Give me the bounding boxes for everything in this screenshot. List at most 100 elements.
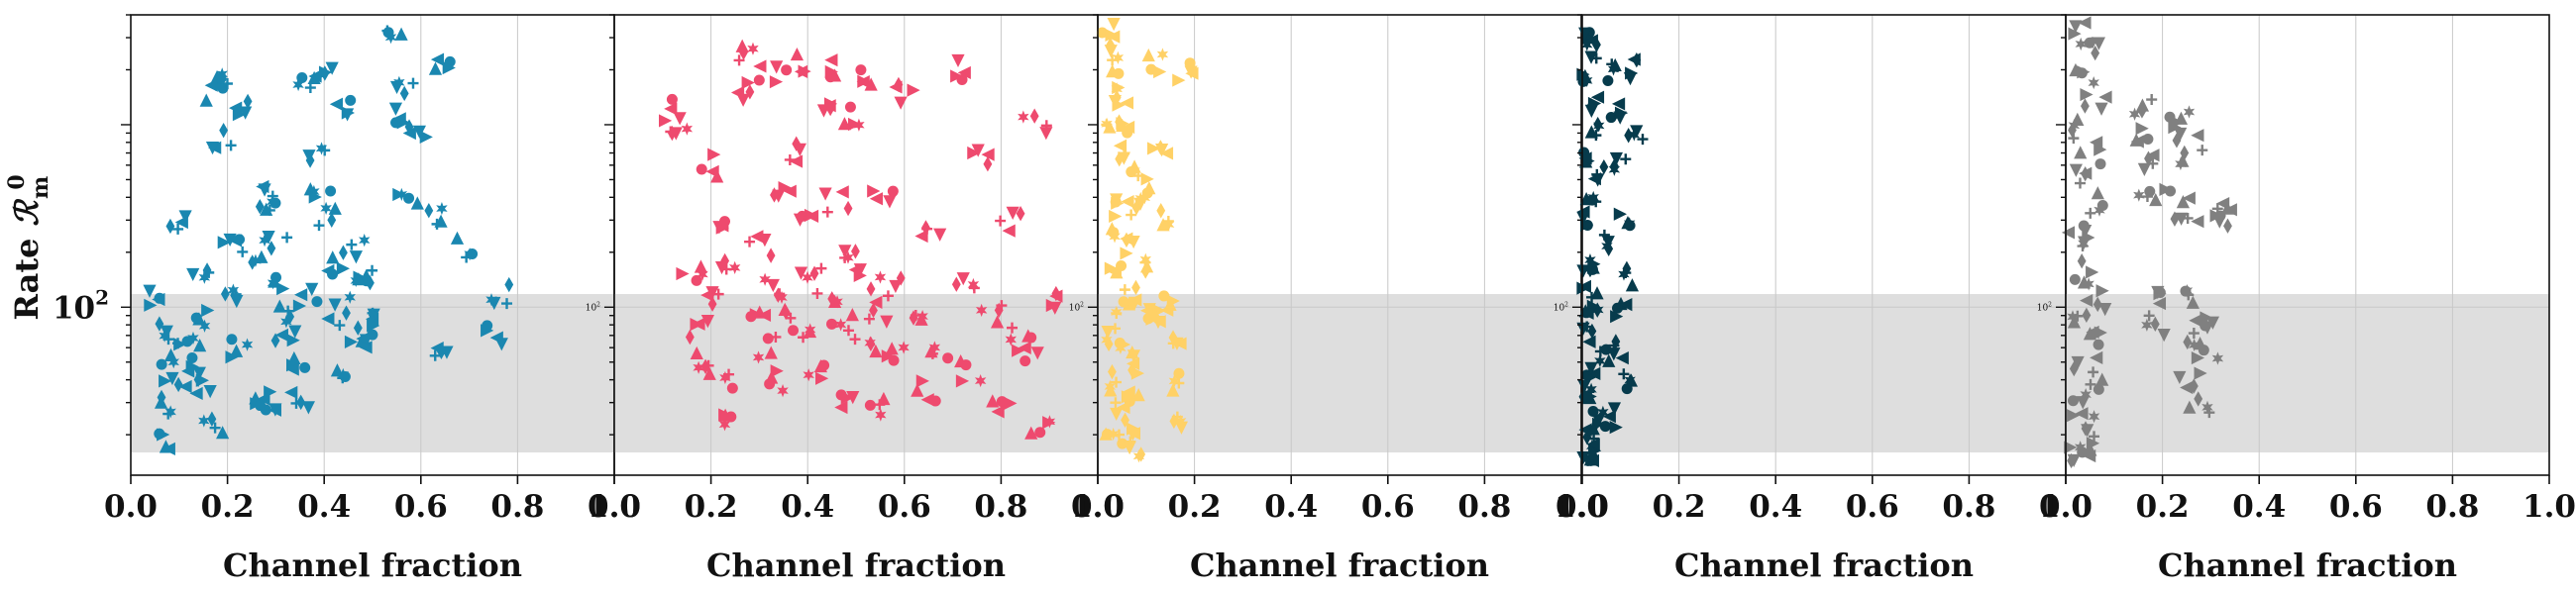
data-point xyxy=(759,272,771,286)
data-point xyxy=(1632,51,1642,68)
data-point xyxy=(2080,87,2093,102)
data-point xyxy=(2095,372,2109,386)
data-point xyxy=(2087,37,2098,49)
data-point xyxy=(1601,240,1613,253)
data-point xyxy=(1576,211,1590,226)
data-point xyxy=(789,154,804,168)
data-point xyxy=(694,259,708,273)
data-point xyxy=(229,344,244,357)
data-point xyxy=(467,248,479,259)
data-point xyxy=(811,287,823,299)
data-point xyxy=(869,344,883,358)
data-point xyxy=(1160,303,1174,317)
data-point xyxy=(181,364,195,378)
data-point xyxy=(481,324,494,338)
data-point xyxy=(305,152,315,168)
data-point xyxy=(882,290,894,302)
data-point xyxy=(956,272,970,286)
data-point xyxy=(2068,27,2082,41)
data-point xyxy=(1594,353,1606,368)
data-point xyxy=(769,75,784,89)
data-point xyxy=(735,39,749,52)
data-point xyxy=(1584,125,1598,139)
data-point xyxy=(1118,296,1129,308)
data-point xyxy=(274,328,288,343)
data-point xyxy=(1173,367,1185,379)
data-point xyxy=(181,336,193,347)
data-point xyxy=(802,270,813,284)
data-point xyxy=(328,201,342,215)
data-point xyxy=(296,71,308,83)
data-point xyxy=(172,338,184,349)
data-point xyxy=(178,210,192,224)
data-point xyxy=(299,361,311,373)
data-point xyxy=(752,350,765,364)
data-point xyxy=(1168,330,1178,346)
data-point xyxy=(971,144,985,157)
data-point xyxy=(1586,422,1600,436)
data-point xyxy=(2130,135,2144,148)
data-point xyxy=(1625,278,1640,292)
data-point xyxy=(794,266,808,280)
data-point xyxy=(838,245,852,258)
data-point xyxy=(666,93,678,105)
data-point xyxy=(690,346,703,360)
data-point xyxy=(2085,207,2096,219)
data-point xyxy=(960,359,972,371)
data-point xyxy=(770,187,779,203)
data-point xyxy=(846,391,860,405)
data-point xyxy=(339,370,351,382)
data-point xyxy=(2157,329,2171,343)
y-axis-title: Rate ℛm0 xyxy=(4,174,54,320)
data-point xyxy=(284,385,298,400)
x-tick-label: 0.0 xyxy=(2039,489,2093,525)
data-point xyxy=(2223,203,2237,217)
data-point xyxy=(485,293,497,307)
x-tick-label: 0.6 xyxy=(1846,489,1899,525)
data-point xyxy=(975,303,988,317)
data-point xyxy=(776,290,788,305)
data-point xyxy=(352,272,366,286)
data-point xyxy=(1156,218,1170,232)
data-point xyxy=(1127,235,1140,249)
data-point xyxy=(220,286,230,302)
data-point xyxy=(258,183,271,197)
data-point xyxy=(154,395,168,409)
data-point xyxy=(676,266,690,281)
data-point xyxy=(1598,229,1610,241)
data-point xyxy=(2098,90,2112,104)
data-point xyxy=(2174,127,2188,142)
data-point xyxy=(1155,140,1165,155)
data-point xyxy=(741,75,755,90)
data-point xyxy=(2215,196,2230,211)
x-tick-label: 0.8 xyxy=(490,489,544,525)
data-point xyxy=(1005,333,1018,346)
data-point xyxy=(1104,261,1119,275)
data-point xyxy=(2211,351,2224,365)
data-point xyxy=(223,233,237,248)
data-point xyxy=(1168,374,1181,388)
data-point xyxy=(203,266,215,278)
data-point xyxy=(267,241,276,256)
data-point xyxy=(1012,344,1025,357)
data-point xyxy=(250,253,262,267)
data-point xyxy=(2074,146,2088,159)
data-point xyxy=(898,341,910,354)
data-point xyxy=(2083,277,2094,291)
data-point xyxy=(424,203,434,219)
data-point xyxy=(285,362,299,376)
data-point xyxy=(863,313,875,325)
data-point xyxy=(753,59,767,73)
data-point xyxy=(1162,218,1175,232)
data-point xyxy=(2061,226,2076,240)
data-point xyxy=(1172,73,1186,87)
data-point xyxy=(758,234,772,248)
data-point xyxy=(345,94,357,106)
data-point xyxy=(2086,325,2099,340)
data-point xyxy=(2067,395,2079,407)
data-point xyxy=(2067,310,2079,324)
data-point xyxy=(928,341,941,354)
data-point xyxy=(1096,27,1108,39)
x-tick-label: 0.2 xyxy=(2136,489,2190,525)
data-point xyxy=(159,329,170,343)
